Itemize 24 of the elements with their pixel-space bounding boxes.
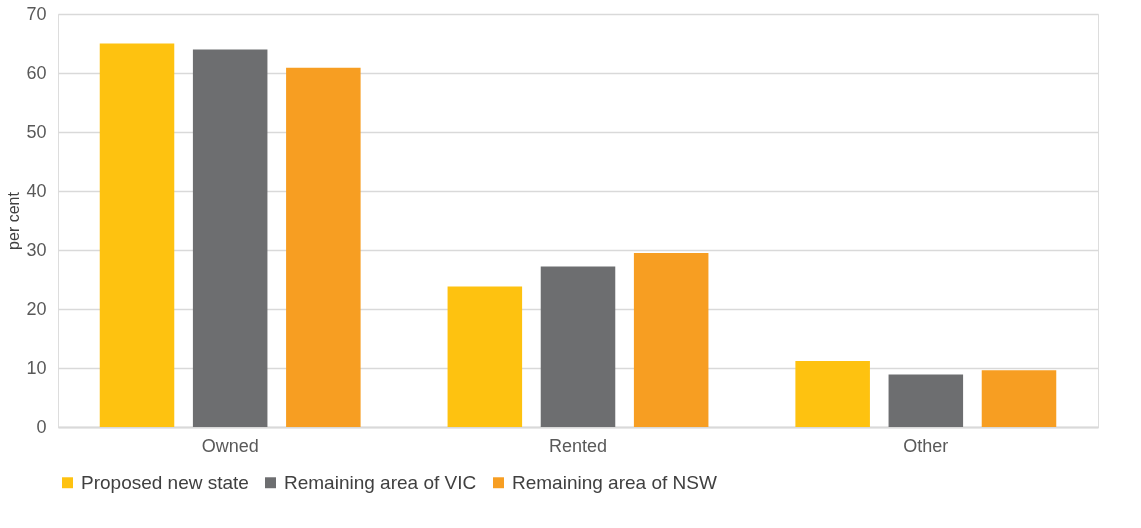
x-tick-label: Owned — [201, 435, 259, 456]
y-tick-label: 0 — [36, 416, 47, 437]
bar — [540, 266, 616, 427]
y-axis-title: per cent — [5, 191, 23, 250]
bar — [192, 49, 268, 427]
bar — [981, 370, 1057, 427]
y-tick-label: 40 — [26, 180, 47, 201]
bar — [633, 252, 709, 427]
bar — [795, 360, 870, 427]
y-tick-label: 70 — [26, 3, 47, 24]
legend-label: Remaining area of NSW — [512, 471, 717, 493]
x-tick-label: Other — [903, 435, 949, 456]
y-tick-label: 50 — [26, 121, 47, 142]
legend-label: Proposed new state — [81, 471, 249, 493]
y-tick-label: 20 — [26, 298, 47, 319]
y-tick-label: 30 — [26, 239, 47, 260]
y-tick-label: 60 — [26, 62, 47, 83]
bar — [888, 374, 964, 427]
bar — [447, 286, 523, 427]
bar — [99, 43, 175, 427]
legend-label: Remaining area of VIC — [284, 471, 477, 493]
x-tick-label: Rented — [548, 435, 608, 456]
y-tick-label: 10 — [26, 357, 47, 378]
bar — [286, 67, 361, 427]
